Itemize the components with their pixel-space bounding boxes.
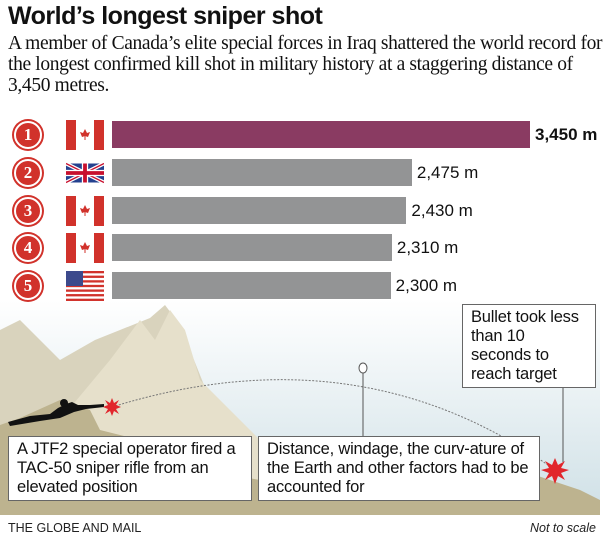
annotation-bullet-time: Bullet took less than 10 seconds to reac… [462,304,596,388]
bar-4 [112,234,392,262]
apex-marker [358,362,368,374]
rank-badge: 3 [14,196,42,225]
bar-value-label: 3,450 m [535,125,598,144]
bar-3 [112,196,407,224]
usa-flag-icon [66,271,104,302]
muzzle-flash-icon [103,398,121,416]
bar-value-label: 2,310 m [396,238,459,258]
bar-1 [112,121,530,148]
bar-value-label: 2,475 m [416,162,479,182]
annotation-operator: A JTF2 special operator fired a TAC-50 s… [8,436,252,501]
canada-flag-icon [66,195,104,226]
source-credit: THE GLOBE AND MAIL [8,521,142,535]
chart-subtitle: A member of Canada’s elite special force… [8,33,603,96]
bar-value-label: 2,300 m [395,276,458,296]
bar-value-label: 2,430 m [411,200,473,220]
canada-flag-icon [66,233,104,264]
scale-note: Not to scale [529,521,596,535]
bar-2 [112,158,412,186]
uk-flag-icon [65,158,105,188]
rank-badge: 4 [14,234,42,263]
impact-burst-icon [541,458,569,484]
chart-title: World’s longest sniper shot [8,2,323,30]
sniper-silhouette-icon [8,399,104,426]
bar-5 [112,272,391,300]
rank-badge: 1 [14,121,42,149]
rank-badge: 5 [14,272,42,301]
annotation-factors: Distance, windage, the curv-ature of the… [258,436,540,501]
canada-flag-icon [66,120,104,150]
rank-badge: 2 [14,158,42,187]
